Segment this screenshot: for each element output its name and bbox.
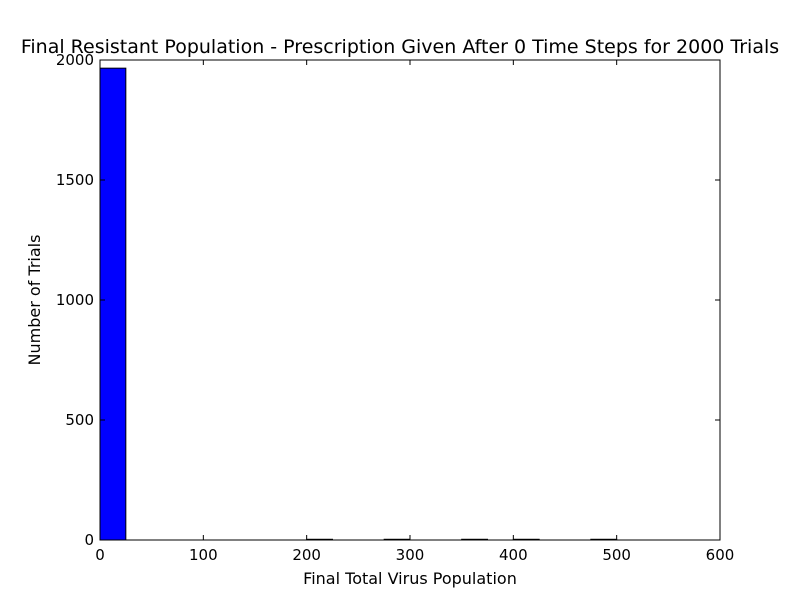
x-tick-label-5: 500 [602,546,631,564]
y-tick-label-1: 500 [65,411,94,429]
x-tick-label-1: 100 [189,546,218,564]
x-tick-label-0: 0 [95,546,105,564]
x-tick-label-3: 300 [396,546,425,564]
y-tick-label-4: 2000 [56,51,94,69]
y-tick-label-2: 1000 [56,291,94,309]
y-tick-label-0: 0 [84,531,94,549]
ticks-group: 0 100 200 300 400 500 600 0 500 1000 1500 2000 [56,51,735,564]
y-tick-label-3: 1500 [56,171,94,189]
x-axis-label: Final Total Virus Population [303,569,517,588]
bars-group [99,67,618,541]
y-axis-label: Number of Trials [25,235,44,366]
x-tick-label-6: 600 [706,546,735,564]
plot-frame [99,59,721,541]
x-tick-label-4: 400 [499,546,528,564]
chart-title: Final Resistant Population - Prescriptio… [21,36,779,58]
histogram-bar-0 [99,67,127,541]
x-tick-label-2: 200 [292,546,321,564]
